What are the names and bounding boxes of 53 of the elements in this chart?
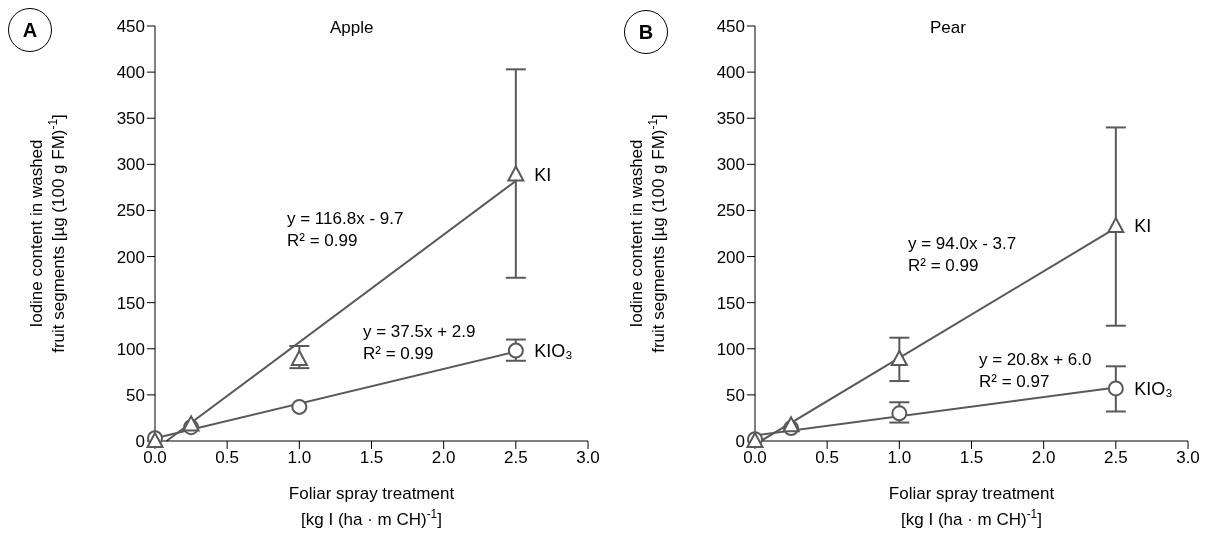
y-tick-label: 250 (116, 201, 145, 221)
y-tick-label: 50 (126, 385, 145, 405)
y-tick-label: 350 (716, 109, 745, 129)
x-tick-label: 1.0 (887, 448, 912, 468)
x-tick-label: 2.0 (431, 448, 456, 468)
point (1107, 380, 1124, 397)
y-tick-label: 250 (716, 201, 745, 221)
x-tick-label: 1.5 (959, 448, 984, 468)
y-tick-label: 0 (135, 432, 145, 452)
y-tick-label: 150 (116, 293, 145, 313)
point (1107, 217, 1125, 234)
series-label: KIO₃ (534, 340, 573, 361)
y-tick-label: 350 (116, 109, 145, 129)
y-tick-label: 300 (716, 155, 745, 175)
point (182, 415, 200, 432)
series-label: KI (534, 164, 552, 185)
point (890, 349, 908, 366)
y-tick-label: 150 (716, 293, 745, 313)
point (782, 416, 800, 433)
y-tick-label: 200 (716, 247, 745, 267)
y-tick-label: 450 (116, 17, 145, 37)
y-tick-label: 400 (716, 63, 745, 83)
x-axis-title: Foliar spray treatment [kg I (ha · m CH)$^{-1}$] (888, 484, 1055, 529)
x-tick-label: 1.0 (287, 448, 312, 468)
y-tick-label: 50 (726, 385, 745, 405)
y-tick-label: 0 (735, 432, 745, 452)
x-tick-label: 1.5 (359, 448, 384, 468)
y-tick-label: 200 (116, 247, 145, 267)
y-tick-label: 100 (116, 339, 145, 359)
point (507, 165, 525, 182)
annotation: y = 116.8x - 9.7 R² = 0.99 (287, 208, 404, 252)
x-axis-title: Foliar spray treatment [kg I (ha · m CH)$^{-1}$] (288, 484, 455, 529)
x-tick-label: 3.0 (1176, 448, 1200, 468)
y-tick-label: 400 (116, 63, 145, 83)
x-tick-label: 0.5 (815, 448, 839, 468)
annotation: y = 94.0x - 3.7 R² = 0.99 (908, 233, 1017, 277)
annotation: y = 20.8x + 6.0 R² = 0.97 (979, 349, 1092, 393)
series-label: KIO₃ (1134, 378, 1173, 399)
point (291, 398, 308, 415)
series-label: KI (1134, 216, 1152, 237)
y-tick-label: 300 (116, 155, 145, 175)
x-tick-label: 2.5 (504, 448, 528, 468)
x-tick-label: 2.0 (1031, 448, 1056, 468)
y-tick-label: 450 (716, 17, 745, 37)
x-tick-label: 3.0 (576, 448, 600, 468)
x-tick-label: 0.5 (215, 448, 239, 468)
chart-title: Pear (930, 18, 966, 38)
x-tick-label: 0.0 (743, 448, 767, 468)
x-tick-label: 0.0 (143, 448, 167, 468)
x-tick-label: 2.5 (1104, 448, 1128, 468)
y-tick-label: 100 (716, 339, 745, 359)
annotation: y = 37.5x + 2.9 R² = 0.99 (363, 321, 476, 365)
chart-title: Apple (330, 18, 374, 38)
